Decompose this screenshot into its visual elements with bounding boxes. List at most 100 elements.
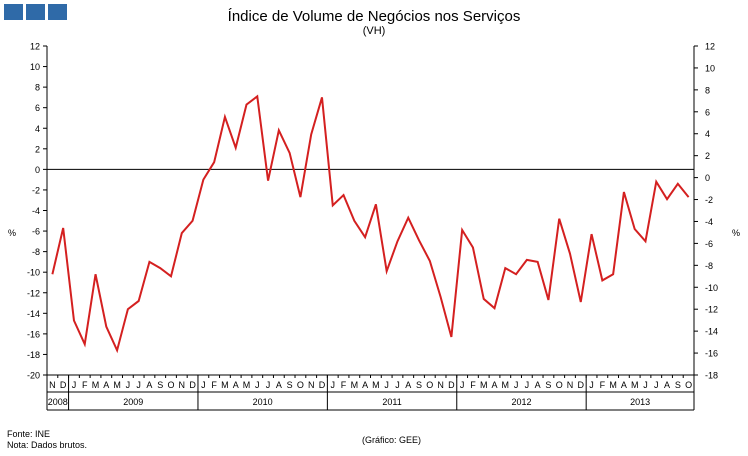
- left-tick-label: -4: [32, 206, 40, 216]
- month-label: M: [480, 380, 488, 390]
- data-note: Nota: Dados brutos.: [7, 440, 88, 450]
- right-axis-label: %: [732, 228, 740, 238]
- month-label: F: [211, 380, 217, 390]
- month-label: D: [319, 380, 326, 390]
- right-tick-label: 6: [705, 107, 710, 117]
- logo-block-2: [26, 4, 45, 20]
- month-label: N: [567, 380, 574, 390]
- right-tick-label: 12: [705, 42, 715, 52]
- month-label: D: [578, 380, 585, 390]
- month-label: A: [405, 380, 411, 390]
- month-label: A: [535, 380, 541, 390]
- left-tick-label: 8: [35, 83, 40, 93]
- month-label: A: [276, 380, 282, 390]
- month-label: F: [341, 380, 347, 390]
- logo-block-1: [4, 4, 23, 20]
- right-tick-label: -14: [705, 327, 718, 337]
- right-tick-label: 8: [705, 85, 710, 95]
- month-label: J: [460, 380, 465, 390]
- month-label: A: [146, 380, 152, 390]
- month-label: J: [395, 380, 400, 390]
- right-tick-label: -10: [705, 283, 718, 293]
- month-label: O: [556, 380, 563, 390]
- right-tick-label: 10: [705, 63, 715, 73]
- month-label: S: [545, 380, 551, 390]
- month-label: M: [609, 380, 617, 390]
- month-label: O: [426, 380, 433, 390]
- chart-credit: (Gráfico: GEE): [362, 435, 422, 445]
- month-label: F: [600, 380, 606, 390]
- left-tick-label: 12: [30, 42, 40, 52]
- right-tick-label: 2: [705, 151, 710, 161]
- year-label: 2012: [511, 397, 531, 407]
- right-tick-label: -12: [705, 305, 718, 315]
- month-label: A: [362, 380, 368, 390]
- month-label: A: [664, 380, 670, 390]
- month-label: S: [157, 380, 163, 390]
- year-label: 2011: [382, 397, 401, 407]
- month-label: J: [643, 380, 648, 390]
- left-tick-label: -8: [32, 247, 40, 257]
- year-label: 2009: [123, 397, 143, 407]
- right-tick-label: -2: [705, 195, 713, 205]
- month-label: J: [266, 380, 271, 390]
- month-label: M: [502, 380, 510, 390]
- right-tick-label: -16: [705, 349, 718, 359]
- right-tick-label: -8: [705, 261, 713, 271]
- chart-title: Índice de Volume de Negócios nos Serviço…: [227, 8, 521, 25]
- month-label: M: [372, 380, 380, 390]
- year-label: 2008: [48, 397, 68, 407]
- month-label: J: [201, 380, 206, 390]
- left-tick-label: -14: [27, 309, 40, 319]
- month-label: J: [255, 380, 260, 390]
- right-tick-label: -6: [705, 239, 713, 249]
- month-label: J: [136, 380, 141, 390]
- series-line-vh: [51, 94, 690, 354]
- left-axis-label: %: [8, 228, 16, 238]
- left-tick-label: -10: [27, 268, 40, 278]
- month-label: J: [331, 380, 336, 390]
- month-label: F: [470, 380, 476, 390]
- month-label: A: [492, 380, 498, 390]
- month-label: J: [126, 380, 131, 390]
- right-tick-label: -4: [705, 217, 713, 227]
- left-tick-label: 6: [35, 103, 40, 113]
- right-tick-label: 0: [705, 173, 710, 183]
- month-label: D: [189, 380, 196, 390]
- month-label: J: [72, 380, 77, 390]
- left-tick-label: 4: [35, 124, 40, 134]
- left-tick-label: -16: [27, 329, 40, 339]
- left-tick-label: -18: [27, 350, 40, 360]
- month-label: M: [351, 380, 359, 390]
- month-label: D: [448, 380, 455, 390]
- month-label: J: [384, 380, 389, 390]
- month-label: F: [82, 380, 88, 390]
- month-label: D: [60, 380, 67, 390]
- month-label: M: [243, 380, 251, 390]
- year-label: 2010: [253, 397, 273, 407]
- year-label: 2013: [630, 397, 650, 407]
- month-label: M: [92, 380, 100, 390]
- left-tick-label: -2: [32, 185, 40, 195]
- logo-block-3: [48, 4, 67, 20]
- left-tick-label: 0: [35, 165, 40, 175]
- source-note: Fonte: INE: [7, 429, 51, 439]
- left-tick-label: -6: [32, 227, 40, 237]
- month-label: J: [514, 380, 519, 390]
- month-label: N: [49, 380, 56, 390]
- month-label: M: [221, 380, 229, 390]
- right-tick-label: 4: [705, 129, 710, 139]
- month-label: N: [179, 380, 186, 390]
- left-tick-label: 2: [35, 144, 40, 154]
- left-tick-label: -12: [27, 288, 40, 298]
- month-label: O: [297, 380, 304, 390]
- month-label: M: [631, 380, 639, 390]
- month-label: S: [416, 380, 422, 390]
- month-label: J: [654, 380, 659, 390]
- month-label: O: [168, 380, 175, 390]
- month-label: N: [437, 380, 444, 390]
- month-label: A: [103, 380, 109, 390]
- month-label: J: [525, 380, 530, 390]
- right-tick-label: -18: [705, 371, 718, 381]
